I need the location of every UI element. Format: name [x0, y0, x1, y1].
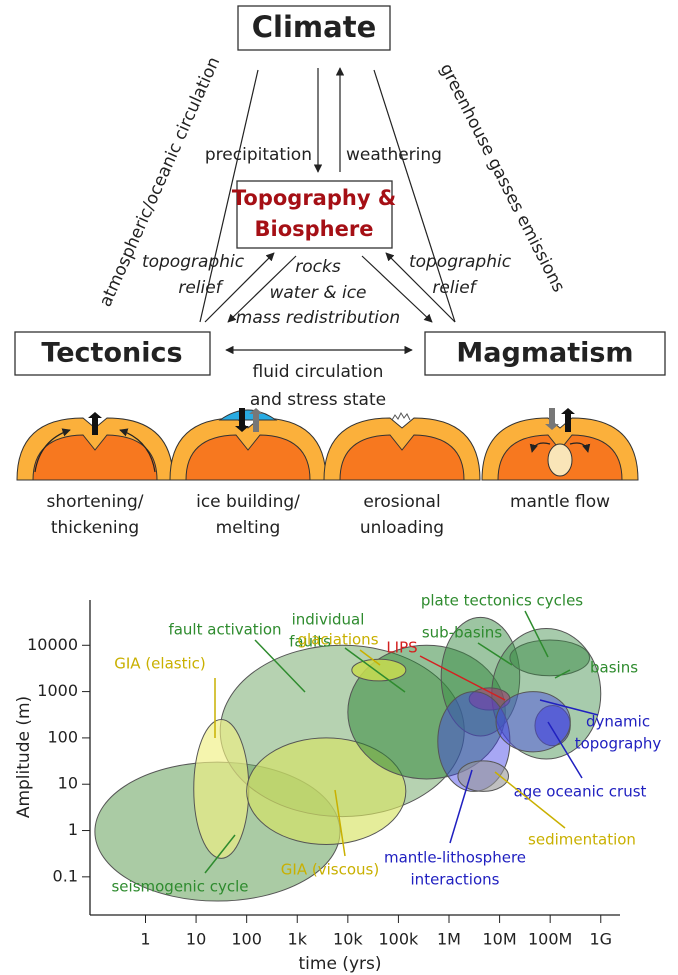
- y-tick-label: 1000: [37, 681, 78, 700]
- region-label: GIA (viscous): [281, 861, 379, 879]
- x-tick-label: 100M: [528, 930, 572, 949]
- topography-label: Biosphere: [255, 217, 374, 241]
- region-label: sub-basins: [422, 624, 502, 642]
- region: [194, 719, 249, 858]
- flux-label: weathering: [346, 145, 442, 165]
- region-label: GIA (elastic): [114, 655, 205, 673]
- panel-caption: ice building/: [196, 492, 300, 512]
- panel-caption: mantle flow: [510, 492, 610, 512]
- x-tick-label: 10k: [333, 930, 363, 949]
- region-label: fault activation: [168, 621, 281, 639]
- region-label: seismogenic cycle: [111, 878, 248, 896]
- panel: erosional unloading: [324, 413, 480, 538]
- magmatism-label: Magmatism: [456, 338, 633, 369]
- region-label: mantle-lithosphere: [384, 849, 526, 867]
- panel: ice building/melting: [170, 408, 326, 538]
- region-label: glaciations: [297, 631, 378, 649]
- region-label: interactions: [411, 871, 500, 889]
- x-tick-label: 10: [186, 930, 206, 949]
- panel-caption: unloading: [360, 518, 444, 538]
- x-axis-label: time (yrs): [299, 954, 382, 974]
- y-tick-label: 100: [47, 727, 78, 746]
- y-tick-label: 1: [68, 820, 78, 839]
- y-tick-label: 0.1: [53, 866, 78, 885]
- region: [352, 659, 406, 681]
- region-label: individual: [292, 611, 365, 629]
- x-tick-label: 1k: [288, 930, 308, 949]
- panel: mantle flow: [482, 408, 638, 512]
- redistribution-label: rocks: [295, 257, 341, 277]
- relief-label: topographic: [409, 252, 512, 272]
- region-label: dynamic: [586, 713, 650, 731]
- region-label: basins: [590, 659, 638, 677]
- relief-label: relief: [432, 278, 478, 298]
- panel-caption: erosional: [363, 492, 440, 512]
- ice: [220, 410, 276, 420]
- panel-caption: shortening/: [47, 492, 144, 512]
- relief-label: relief: [178, 278, 224, 298]
- fluid-label: and stress state: [250, 390, 386, 410]
- region: [496, 692, 570, 752]
- fluid-label: fluid circulation: [253, 362, 384, 382]
- chart: Amplitude (m) time (yrs) 0.1 1 10 100 1000 10…: [14, 592, 661, 975]
- redistribution-label: mass redistribution: [236, 308, 400, 328]
- topography-label: Topography &: [232, 186, 396, 210]
- y-tick-label: 10: [58, 774, 78, 793]
- erosion: [392, 413, 410, 420]
- region-label: plate tectonics cycles: [421, 592, 583, 610]
- panel-caption: melting: [216, 518, 281, 538]
- plume: [548, 444, 572, 476]
- y-tick-label: 10000: [27, 635, 78, 654]
- x-tick-label: 1G: [589, 930, 612, 949]
- x-tick-label: 100: [231, 930, 262, 949]
- region-label: topography: [575, 735, 662, 753]
- region-label: age oceanic crust: [514, 783, 647, 801]
- x-tick-label: 1: [140, 930, 150, 949]
- region-label: sedimentation: [528, 831, 636, 849]
- tectonics-label: Tectonics: [41, 338, 182, 369]
- flux-label: precipitation: [205, 145, 312, 165]
- region-label: LIPS: [386, 639, 417, 657]
- climate-label: Climate: [252, 10, 376, 44]
- relief-label: topographic: [142, 252, 245, 272]
- x-tick-label: 10M: [483, 930, 517, 949]
- y-axis-label: Amplitude (m): [14, 696, 34, 818]
- x-tick-label: 1M: [437, 930, 461, 949]
- figure: Climate atmospheric/oceanic circulation …: [0, 0, 678, 975]
- panel: shortening/thickening: [17, 412, 173, 538]
- x-tick-label: 100k: [379, 930, 420, 949]
- redistribution-label: water & ice: [269, 283, 366, 303]
- panel-caption: thickening: [51, 518, 139, 538]
